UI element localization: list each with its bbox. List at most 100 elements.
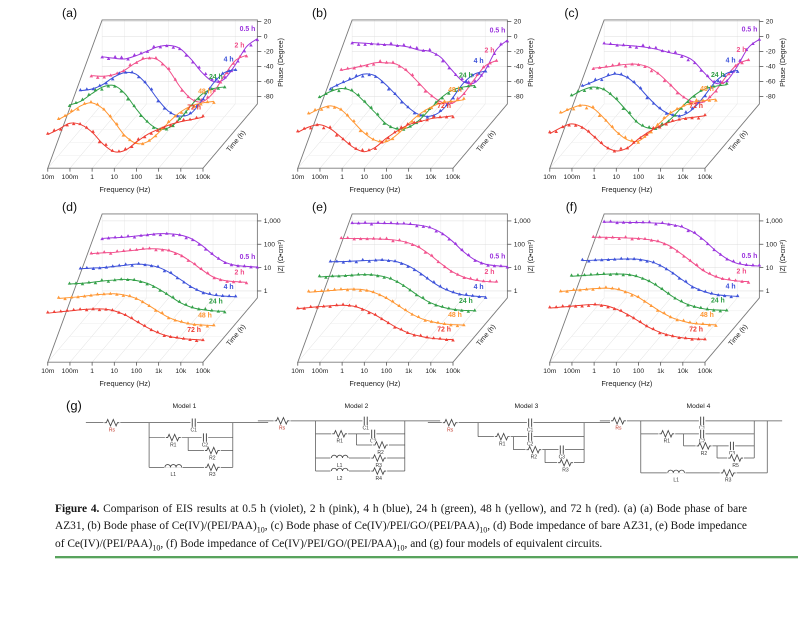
freq-tick-label: 1k bbox=[657, 368, 665, 375]
axes-frame bbox=[47, 213, 258, 363]
freq-tick-label: 10m bbox=[41, 368, 54, 375]
z-tick-label: 0 bbox=[264, 34, 268, 41]
series-72-h bbox=[45, 307, 205, 342]
z-tick-label: 100 bbox=[514, 242, 525, 249]
series-label-4-h: 4 h bbox=[474, 58, 484, 65]
caption-segment: 10 bbox=[152, 543, 161, 553]
component-label: R2 bbox=[531, 454, 538, 460]
freq-tick-label: 10 bbox=[361, 174, 369, 181]
freq-tick-label: 10k bbox=[677, 174, 688, 181]
freq-tick-label: 1k bbox=[405, 368, 413, 375]
z-tick-label: 1 bbox=[264, 288, 268, 295]
component-C1: C1 bbox=[362, 415, 369, 432]
component-label: R1 bbox=[664, 439, 671, 445]
component-L1: L1 bbox=[330, 454, 349, 469]
plot-f-svg: 10m 100m 1 10 100 1k 10k 100k 1,000 100 10 1 Frequen… bbox=[543, 200, 787, 388]
series-0-5-h bbox=[350, 39, 510, 85]
series-label-4-h: 4 h bbox=[474, 284, 484, 291]
component-R1: R1 bbox=[331, 429, 349, 445]
freq-tick-label: 10m bbox=[543, 368, 556, 375]
z-tick-label: 1,000 bbox=[766, 218, 783, 225]
panel-letter: (d) bbox=[62, 200, 77, 214]
series-label-2-h: 2 h bbox=[485, 269, 495, 276]
series-label-24-h: 24 h bbox=[711, 297, 725, 304]
component-Rs: Rs bbox=[273, 416, 291, 432]
z-tick-label: 10 bbox=[264, 265, 272, 272]
series-label-72-h: 72 h bbox=[187, 327, 201, 334]
z-tick-label: 0 bbox=[514, 34, 518, 41]
series-72-h bbox=[295, 114, 455, 153]
circuit-svg: Model 3 Rs C1 R1 C2 R2 C3 R3 bbox=[427, 403, 611, 474]
freq-tick-label: 100 bbox=[633, 368, 644, 375]
series-72-h bbox=[547, 112, 707, 153]
series-2-h bbox=[591, 57, 751, 105]
component-label: R5 bbox=[732, 463, 739, 469]
time-axis-label: Time (h) bbox=[226, 324, 248, 348]
series-4-h bbox=[78, 67, 238, 118]
z-tick-label: -80 bbox=[766, 94, 776, 101]
series-label-0-5-h: 0.5 h bbox=[742, 27, 758, 34]
freq-tick-label: 10 bbox=[613, 368, 621, 375]
freq-axis-label: Frequency (Hz) bbox=[601, 379, 652, 388]
series-48-h bbox=[558, 98, 718, 144]
series-label-0-5-h: 0.5 h bbox=[240, 254, 256, 261]
series-4-h bbox=[328, 257, 488, 299]
caption-segment: , and (g) four models of equivalent circ… bbox=[404, 538, 603, 551]
time-axis-label: Time (h) bbox=[476, 324, 498, 348]
axes-frame bbox=[297, 19, 508, 169]
freq-axis-label: Frequency (Hz) bbox=[349, 379, 400, 388]
series-label-2-h: 2 h bbox=[235, 269, 245, 276]
freq-tick-label: 100m bbox=[62, 174, 79, 181]
component-C1: C1 bbox=[526, 417, 534, 434]
series-label-24-h: 24 h bbox=[209, 74, 223, 81]
z-axis-label: |Z| (Ω•cm²) bbox=[278, 240, 285, 273]
freq-tick-label: 100 bbox=[131, 174, 142, 181]
z-axis-label: |Z| (Ω•cm²) bbox=[528, 240, 535, 273]
freq-axis-label: Frequency (Hz) bbox=[99, 185, 150, 194]
series-48-h bbox=[56, 99, 216, 146]
component-label: C1 bbox=[699, 426, 706, 432]
panel-g-label: (g) bbox=[66, 398, 82, 413]
component-label: C1 bbox=[191, 428, 198, 434]
series-2-h bbox=[591, 234, 751, 284]
model-title: Model 2 bbox=[345, 403, 369, 410]
circuit-model-1: Model 1 Rs C1 R1 C2 R2 L1 R3 bbox=[84, 397, 270, 493]
series-24-h bbox=[67, 277, 227, 314]
component-label: Rs bbox=[615, 426, 622, 432]
bode-impedance-plot-e: 10m 100m 1 10 100 1k 10k 100k 1,000 100 10 1 Frequen… bbox=[278, 196, 540, 392]
component-R3: R3 bbox=[719, 468, 737, 484]
component-label: R3 bbox=[725, 478, 732, 484]
plot-a-svg: 10m 100m 1 10 100 1k 10k 100k 20 0 -20 -40 -60 -80 Fre… bbox=[41, 6, 285, 194]
series-label-2-h: 2 h bbox=[485, 48, 495, 55]
bode-impedance-plot-d: 10m 100m 1 10 100 1k 10k 100k 1,000 100 10 1 Frequen… bbox=[28, 196, 290, 392]
component-R2: R2 bbox=[525, 445, 543, 460]
series-label-72-h: 72 h bbox=[689, 326, 703, 333]
series-48-h bbox=[306, 96, 466, 143]
model-title: Model 4 bbox=[687, 403, 711, 410]
component-L1: L1 bbox=[666, 469, 686, 484]
caption-segment: , (d) Bode impedance of bare AZ31, (e) B… bbox=[55, 520, 747, 551]
series-label-72-h: 72 h bbox=[437, 327, 451, 334]
series-72-h bbox=[295, 302, 455, 342]
component-label: Rs bbox=[447, 428, 454, 434]
component-label: C3 bbox=[729, 451, 736, 457]
component-R4: R4 bbox=[370, 466, 388, 482]
z-tick-label: 20 bbox=[514, 19, 522, 26]
z-tick-label: -60 bbox=[264, 79, 274, 86]
circuit-model-3: Model 3 Rs C1 R1 C2 R2 C3 R3 bbox=[426, 397, 612, 493]
freq-tick-label: 10m bbox=[291, 174, 304, 181]
series-4-h bbox=[580, 256, 740, 299]
series-label-48-h: 48 h bbox=[198, 313, 212, 320]
component-label: C2 bbox=[527, 441, 534, 447]
freq-tick-label: 10 bbox=[111, 368, 119, 375]
grid bbox=[47, 213, 258, 363]
component-label: R1 bbox=[499, 441, 506, 447]
series-72-h bbox=[45, 114, 205, 153]
freq-tick-label: 10m bbox=[543, 174, 556, 181]
component-R2: R2 bbox=[372, 440, 389, 456]
freq-tick-label: 10k bbox=[677, 368, 688, 375]
panel-letter: (b) bbox=[312, 6, 327, 20]
wires bbox=[599, 420, 783, 474]
series-0-5-h bbox=[100, 38, 260, 83]
